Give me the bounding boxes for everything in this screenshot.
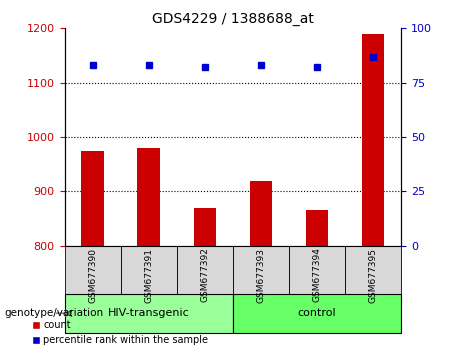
Bar: [82, 151, 104, 246]
Text: GSM677390: GSM677390: [88, 247, 97, 303]
Title: GDS4229 / 1388688_at: GDS4229 / 1388688_at: [152, 12, 314, 26]
Text: GSM677393: GSM677393: [256, 247, 266, 303]
Bar: [233, 246, 289, 293]
Bar: [233, 293, 401, 333]
Bar: [65, 293, 233, 333]
Text: GSM677394: GSM677394: [313, 247, 321, 302]
Text: genotype/variation: genotype/variation: [5, 308, 104, 318]
Text: GSM677395: GSM677395: [368, 247, 378, 303]
Bar: [289, 246, 345, 293]
Bar: [177, 246, 233, 293]
Bar: [194, 208, 216, 246]
Bar: [362, 34, 384, 246]
Text: HIV-transgenic: HIV-transgenic: [108, 308, 189, 318]
Bar: [137, 148, 160, 246]
Bar: [345, 246, 401, 293]
Bar: [250, 181, 272, 246]
Bar: [65, 246, 121, 293]
Legend: count, percentile rank within the sample: count, percentile rank within the sample: [28, 316, 213, 349]
Bar: [121, 246, 177, 293]
Text: control: control: [298, 308, 336, 318]
Bar: [306, 210, 328, 246]
Text: GSM677391: GSM677391: [144, 247, 153, 303]
Text: GSM677392: GSM677392: [200, 247, 209, 302]
